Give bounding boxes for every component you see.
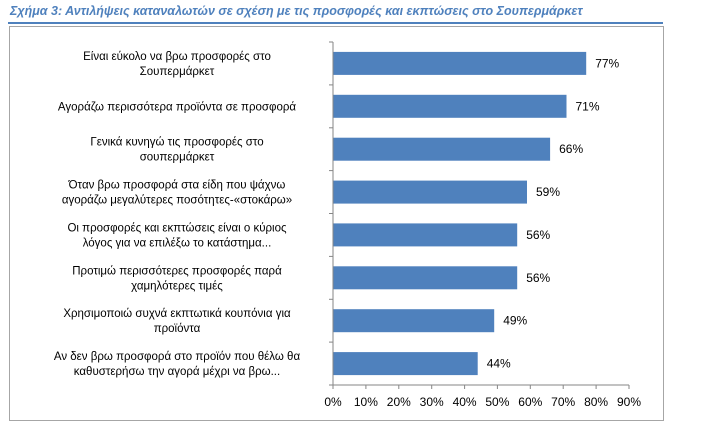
chart-frame [9,26,664,421]
bars-group [333,51,587,376]
bar [333,94,567,118]
data-label: 77% [595,56,619,70]
category-label-line: αγοράζω μεγαλύτερες ποσότητες-«στοκάρω» [62,195,292,207]
title-underline [8,22,663,24]
bar [333,309,495,333]
category-label-line: Αγοράζω περισσότερα προϊόντα σε προσφορά [58,101,296,113]
x-tick-label: 0% [324,395,342,409]
category-label: Χρησιμοποιώ συχνά εκπτωτικά κουπόνια για… [63,308,291,335]
category-label-line: Προτιμώ περισσότερες προσφορές παρά [72,265,282,277]
bar [333,180,527,204]
x-tick-label: 70% [551,395,575,409]
category-label-line: Γενικά κυνηγώ τις προσφορές στο [90,137,263,149]
data-label: 49% [503,314,527,328]
data-label: 56% [526,271,550,285]
category-label-line: προϊόντα [154,323,201,335]
x-tick-label: 60% [518,395,542,409]
x-tick-label: 30% [420,395,444,409]
bar [333,51,587,75]
tick-labels-group: 0% 10% 20% 30% 40% 50% 60% 70% 80% 90% [324,395,641,409]
category-label: Αν δεν βρω προσφορά στο προϊόν που θέλω … [54,351,301,378]
data-label: 71% [576,99,600,113]
data-label: 66% [559,142,583,156]
figure-title: Σχήμα 3: Αντιλήψεις καταναλωτών σε σχέση… [10,4,583,18]
data-label: 59% [536,185,560,199]
bar [333,137,551,161]
category-label: Γενικά κυνηγώ τις προσφορές στο σουπερμάρ… [90,137,263,164]
x-tick-label: 40% [453,395,477,409]
x-tick-label: 10% [354,395,378,409]
data-label: 44% [487,357,511,371]
category-label-line: Αν δεν βρω προσφορά στο προϊόν που θέλω … [54,351,301,363]
category-label: Οι προσφορές και εκπτώσεις είναι ο κύριο… [67,222,287,249]
x-tick-label: 50% [485,395,509,409]
category-label-line: καθυστερήσω την αγορά μέχρι να βρω... [74,366,280,378]
axes-group [329,41,630,389]
category-label-line: Χρησιμοποιώ συχνά εκπτωτικά κουπόνια για [63,308,291,320]
category-label: Αγοράζω περισσότερα προϊόντα σε προσφορά [58,101,296,113]
data-labels-group: 77% 71% 66% 59% 56% 56% 49% 44% [487,56,620,370]
bar [333,223,518,247]
x-tick-label: 80% [584,395,608,409]
category-label-line: λόγος για να επιλέξω το κατάστημα... [83,237,272,249]
data-label: 56% [526,228,550,242]
category-label-line: Οι προσφορές και εκπτώσεις είναι ο κύριο… [67,222,287,234]
x-tick-label: 90% [617,395,641,409]
category-label-line: Είναι εύκολο να βρω προσφορές στο [83,51,271,63]
category-labels-group: Είναι εύκολο να βρω προσφορές στο Σουπερμ… [54,51,301,378]
category-label-line: Όταν βρω προσφορά στα είδη που ψάχνω [68,180,286,192]
category-label: Προτιμώ περισσότερες προσφορές παρά χαμηλ… [72,265,282,292]
category-label: Είναι εύκολο να βρω προσφορές στο Σουπερμ… [83,51,271,78]
x-tick-label: 20% [387,395,411,409]
category-label: Όταν βρω προσφορά στα είδη που ψάχνω αγορ… [62,180,292,207]
bar [333,352,478,376]
category-label-line: Σουπερμάρκετ [140,66,215,78]
category-label-line: χαμηλότερες τιμές [131,280,223,292]
category-label-line: σουπερμάρκετ [140,152,215,164]
bar [333,266,518,290]
